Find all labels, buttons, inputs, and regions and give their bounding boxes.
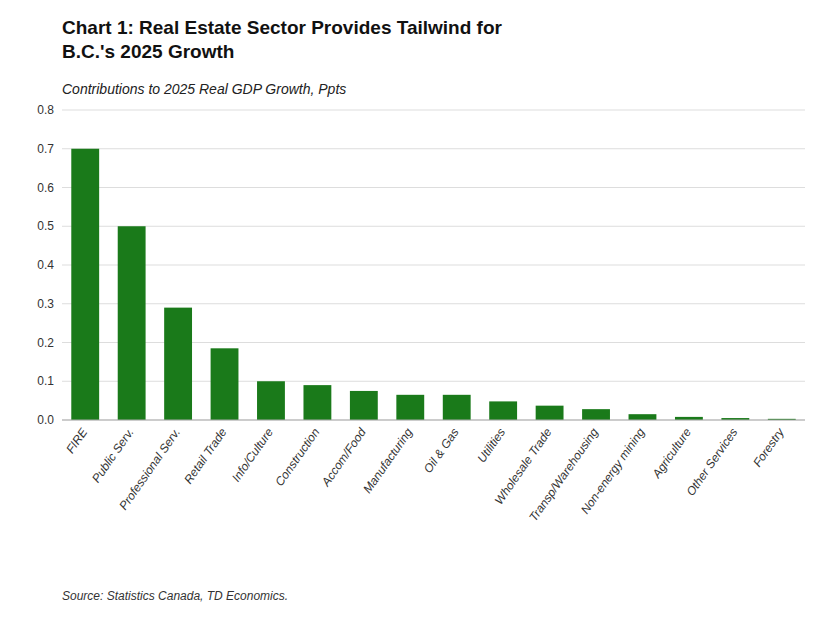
x-tick-label: Agriculture <box>649 425 694 481</box>
bar <box>211 348 239 420</box>
x-tick-label: FIRE <box>63 425 91 456</box>
y-tick-label: 0.7 <box>37 142 54 156</box>
x-tick-label: Professional Serv. <box>116 426 183 513</box>
grid-line <box>62 226 805 227</box>
bar <box>71 149 99 420</box>
grid-line <box>62 303 805 304</box>
bar <box>536 406 564 420</box>
y-tick-label: 0.1 <box>37 374 54 388</box>
bar <box>443 395 471 420</box>
bar <box>164 308 192 420</box>
grid-line <box>62 110 805 111</box>
bar <box>257 381 285 420</box>
bar <box>489 401 517 420</box>
y-tick-label: 0.2 <box>37 336 54 350</box>
bar <box>582 409 610 420</box>
y-tick-label: 0.8 <box>37 103 54 117</box>
grid-line <box>62 187 805 188</box>
x-tick-label: Construction <box>272 425 322 488</box>
x-tick-label: Accom/Food <box>318 425 369 489</box>
y-tick-label: 0.5 <box>37 219 54 233</box>
x-tick-label: Other Services <box>683 426 740 499</box>
x-tick-label: Retail Trade <box>181 425 230 486</box>
x-tick-label: Public Serv. <box>89 426 137 486</box>
title: Chart 1: Real Estate Sector Provides Tai… <box>62 17 503 62</box>
bar <box>118 226 146 420</box>
subtitle: Contributions to 2025 Real GDP Growth, P… <box>62 81 346 97</box>
bars <box>71 149 795 420</box>
grid-line <box>62 148 805 149</box>
x-tick-label: Manufacturing <box>360 425 415 496</box>
x-axis-line <box>62 420 805 421</box>
y-tick-label: 0.3 <box>37 297 54 311</box>
grid-line <box>62 420 805 421</box>
grid-line <box>62 265 805 266</box>
bar <box>350 391 378 420</box>
x-tick-label: Info/Culture <box>229 425 276 484</box>
bar <box>629 414 657 420</box>
bar <box>303 385 331 420</box>
grid <box>62 110 805 420</box>
x-tick-label: Oil & Gas <box>421 426 462 476</box>
source: Source: Statistics Canada, TD Economics. <box>62 589 288 603</box>
y-tick-label: 0.4 <box>37 258 54 272</box>
chart: Chart 1: Real Estate Sector Provides Tai… <box>0 0 827 618</box>
x-tick-label: Non-energy mining <box>578 425 648 516</box>
x-tick-label: Utilities <box>475 426 509 466</box>
x-tick-label: Forestry <box>750 425 787 470</box>
y-tick-label: 0.0 <box>37 413 54 427</box>
bar <box>396 395 424 420</box>
y-tick-label: 0.6 <box>37 181 54 195</box>
